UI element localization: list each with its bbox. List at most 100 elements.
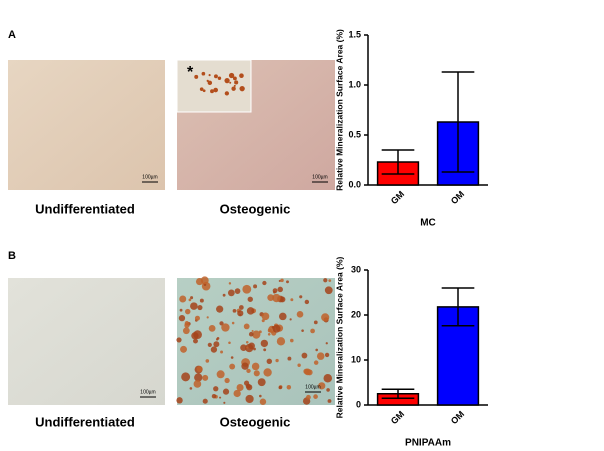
stain-spot <box>313 394 318 399</box>
stain-spot <box>184 321 190 326</box>
stain-spot <box>238 305 244 310</box>
stain-spot <box>180 345 187 353</box>
stain-spot <box>219 396 222 399</box>
stain-spot <box>304 368 312 376</box>
micrograph <box>177 278 335 405</box>
stain-spot <box>237 310 244 317</box>
stain-spot <box>236 384 244 392</box>
stain-spot <box>272 293 281 303</box>
image-label: Undifferentiated <box>35 201 135 216</box>
stain-spot <box>310 328 315 334</box>
stain-spot <box>202 89 206 93</box>
stain-spot <box>267 332 271 336</box>
stain-spot <box>208 325 216 332</box>
stain-spot <box>194 315 200 321</box>
stain-spot <box>210 89 214 94</box>
stain-spot <box>261 312 270 321</box>
stain-spot <box>246 346 249 349</box>
stain-spot <box>248 331 254 337</box>
micrograph <box>8 60 165 190</box>
stain-spot <box>232 86 236 91</box>
scale-bar-label: 100µm <box>312 174 327 180</box>
y-axis-label: Relative Mineralization Surface Area (%) <box>334 256 344 418</box>
error-bar <box>381 388 415 399</box>
x-axis-label: MC <box>420 218 436 229</box>
stain-spot <box>179 295 187 303</box>
stain-spot <box>304 299 310 305</box>
stain-spot <box>194 373 203 382</box>
inset <box>176 59 252 113</box>
stain-spot <box>223 401 226 404</box>
stain-spot <box>239 73 244 79</box>
stain-spot <box>299 295 303 299</box>
scale-bar-label: 100µm <box>140 389 155 395</box>
stain-spot <box>247 296 253 302</box>
x-tick-label: OM <box>449 409 466 426</box>
stain-spot <box>208 74 211 77</box>
scale-bars: 100µm 100µm 100µm 100µm <box>140 174 328 398</box>
stain-spot <box>228 341 231 345</box>
stain-spot <box>316 352 325 360</box>
stain-spot <box>289 318 292 321</box>
y-tick-label: 0.0 <box>348 179 361 189</box>
stain-spot <box>289 338 294 343</box>
stain-spot <box>213 341 220 348</box>
stain-spot <box>205 359 210 363</box>
stain-spot <box>243 323 250 330</box>
stain-spot <box>196 365 203 373</box>
x-tick-label: GM <box>389 409 406 426</box>
x-axis-label: PNIPAAm <box>405 438 451 449</box>
image-label: Osteogenic <box>220 201 291 216</box>
panel-label: A <box>8 29 16 41</box>
stain-spot <box>234 288 241 294</box>
stain-spot <box>224 377 230 384</box>
stain-spot <box>328 279 332 282</box>
stain-spot <box>327 399 332 403</box>
stain-spot <box>242 284 252 294</box>
inset-marker: * <box>187 64 194 81</box>
y-tick-label: 0.5 <box>348 129 361 139</box>
stain-spot <box>246 307 255 315</box>
stain-spot <box>266 358 273 365</box>
charts: 0.0 0.5 1.0 1.5 Relative Mineralization Surf… <box>334 29 488 449</box>
stain-spot <box>176 337 182 343</box>
stain-spot <box>185 308 191 315</box>
x-tick-label: OM <box>449 189 466 206</box>
micrograph <box>8 278 165 405</box>
stain-spot <box>326 388 330 392</box>
y-tick-label: 10 <box>351 354 361 364</box>
stain-spot <box>324 286 333 295</box>
stain-spot <box>228 282 232 285</box>
stain-spot <box>178 314 186 322</box>
stain-spot <box>182 327 190 335</box>
stain-spot <box>240 344 247 352</box>
scale-bar-label: 100µm <box>142 174 157 180</box>
image-label: Osteogenic <box>220 414 291 429</box>
stain-spot <box>313 320 318 325</box>
panel-label: B <box>8 250 16 262</box>
stain-spot <box>253 370 260 377</box>
stain-spot <box>193 338 198 344</box>
stain-spot <box>211 393 217 399</box>
stain-spot <box>259 398 267 405</box>
stain-spot <box>290 298 294 302</box>
y-axis-label: Relative Mineralization Surface Area (%) <box>334 29 344 191</box>
stain-spot <box>229 363 236 370</box>
x-tick-label: GM <box>389 189 406 206</box>
stain-spot <box>230 356 234 359</box>
stain-spot <box>277 286 283 293</box>
stain-spot <box>213 74 218 79</box>
stain-spot <box>301 352 308 359</box>
scale-bar-label: 100µm <box>305 384 320 390</box>
stain-spot <box>224 77 230 84</box>
stain-spot <box>251 362 260 371</box>
stain-spot <box>207 342 212 348</box>
stain-spot <box>279 312 287 321</box>
stain-spot <box>210 346 218 353</box>
stain-spot <box>176 397 183 404</box>
y-tick-label: 20 <box>351 309 361 319</box>
stain-spot <box>191 332 199 340</box>
stain-spot <box>197 304 203 311</box>
stain-spot <box>234 80 239 85</box>
